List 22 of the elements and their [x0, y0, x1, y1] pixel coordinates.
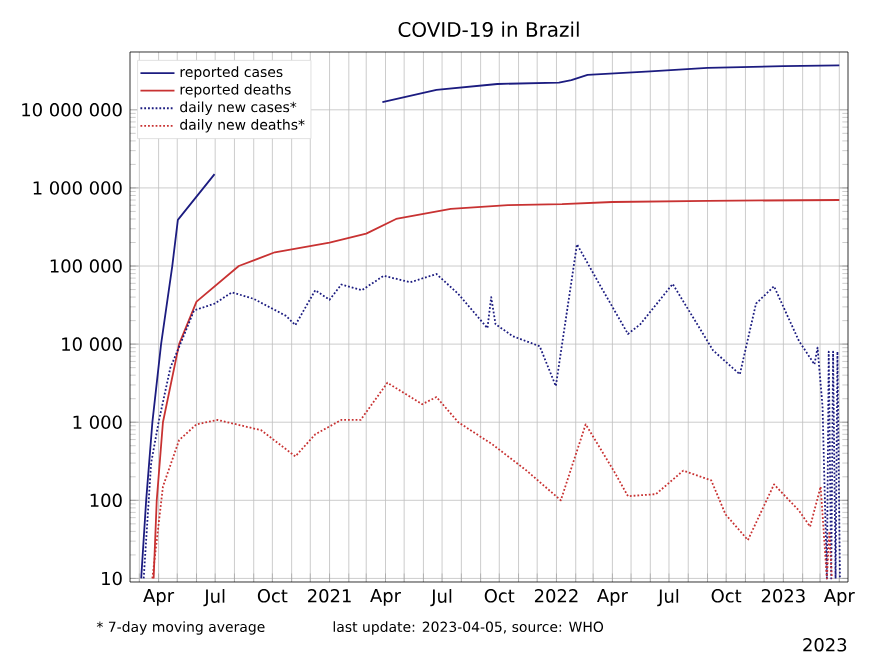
- y-tick-label: 100 000: [50, 259, 122, 273]
- x-tick-label: Oct: [484, 589, 515, 603]
- x-tick-label: Apr: [143, 589, 175, 606]
- x-tick-label: Oct: [711, 589, 742, 603]
- x-tick-label: Apr: [597, 589, 628, 606]
- x-tick-label: Oct: [257, 589, 288, 603]
- y-tick-label: 10: [102, 571, 122, 586]
- chart-title: COVID-19 in Brazil: [398, 21, 579, 37]
- x-tick-label: Jul: [657, 589, 679, 607]
- y-tick-label: 100: [90, 493, 122, 508]
- text: 2023: [803, 638, 847, 652]
- x-tick-label: 2022: [534, 589, 578, 603]
- x-tick-label: 2021: [308, 589, 351, 603]
- x-tick-label: Jul: [203, 589, 225, 607]
- y-tick-label: 1 000 000: [33, 181, 122, 195]
- y-tick-label: 10 000 000: [22, 103, 122, 117]
- y-tick-label: 10 000: [62, 337, 122, 351]
- x-tick-label: 2023: [761, 589, 805, 603]
- x-tick-label: Apr: [823, 589, 855, 606]
- x-tick-label: Jul: [430, 589, 452, 607]
- y-tick-label: 1 000: [73, 415, 122, 429]
- x-tick-label: Apr: [370, 589, 402, 606]
